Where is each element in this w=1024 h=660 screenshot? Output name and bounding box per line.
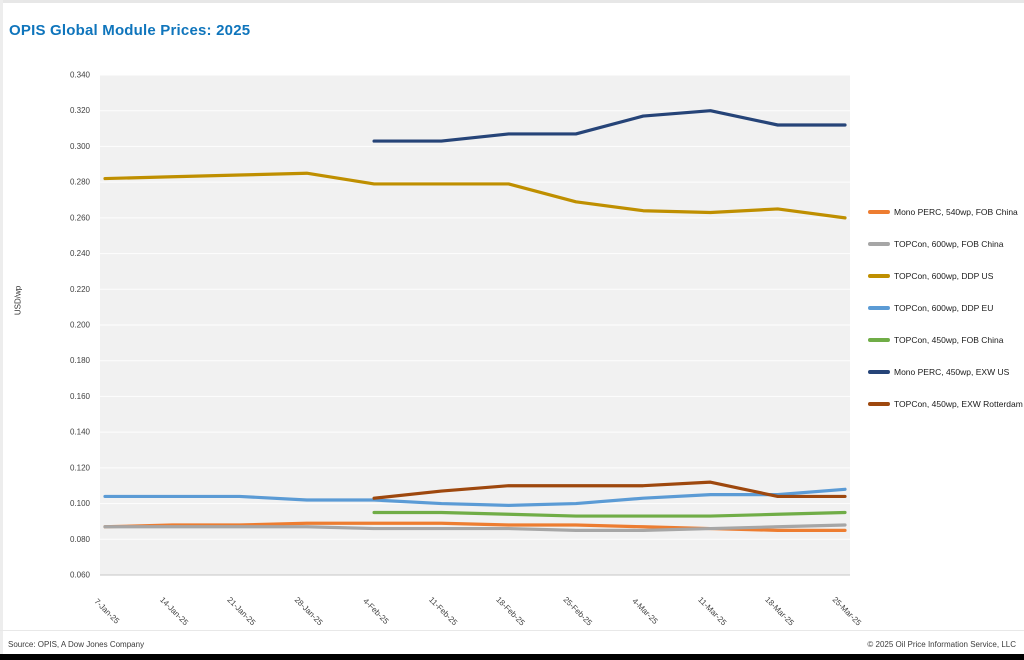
y-tick-label: 0.340	[70, 71, 91, 80]
y-tick-label: 0.240	[70, 249, 91, 258]
series-line-topcon-600wp-ddp-us	[103, 171, 847, 220]
x-tick-label: 4-Mar-25	[630, 597, 660, 627]
legend-item-topcon-600wp-ddp-eu: TOPCon, 600wp, DDP EU	[868, 292, 1023, 324]
legend-swatch-icon	[868, 242, 890, 246]
legend-label: Mono PERC, 450wp, EXW US	[894, 367, 1010, 377]
y-tick-label: 0.200	[70, 321, 91, 330]
x-tick-label: 14-Jan-25	[158, 595, 190, 627]
legend-item-mono-perc-450wp-exw-us: Mono PERC, 450wp, EXW US	[868, 356, 1023, 388]
legend-label: TOPCon, 600wp, DDP EU	[894, 303, 994, 313]
legend-item-mono-perc-540wp-fob-china: Mono PERC, 540wp, FOB China	[868, 196, 1023, 228]
y-tick-label: 0.260	[70, 213, 91, 222]
chart-legend: Mono PERC, 540wp, FOB China TOPCon, 600wp…	[868, 196, 1023, 420]
bottom-bar	[0, 654, 1024, 660]
y-tick-label: 0.120	[70, 463, 91, 472]
y-tick-label: 0.180	[70, 356, 91, 365]
legend-item-topcon-450wp-exw-rotterdam: TOPCon, 450wp, EXW Rotterdam	[868, 388, 1023, 420]
y-tick-label: 0.300	[70, 142, 91, 151]
y-tick-label: 0.060	[70, 571, 91, 580]
y-tick-label: 0.100	[70, 499, 91, 508]
x-tick-label: 18-Mar-25	[763, 595, 796, 628]
legend-item-topcon-600wp-ddp-us: TOPCon, 600wp, DDP US	[868, 260, 1023, 292]
series-line-topcon-450wp-fob-china	[372, 510, 847, 518]
legend-item-topcon-450wp-fob-china: TOPCon, 450wp, FOB China	[868, 324, 1023, 356]
legend-label: TOPCon, 600wp, FOB China	[894, 239, 1004, 249]
series-line-topcon-600wp-ddp-eu	[103, 487, 847, 507]
legend-swatch-icon	[868, 210, 890, 214]
x-tick-label: 11-Mar-25	[696, 595, 728, 627]
series-line-mono-perc-450wp-exw-us	[372, 109, 847, 143]
window-top-edge	[0, 0, 1024, 3]
legend-swatch-icon	[868, 402, 890, 406]
legend-item-topcon-600wp-fob-china: TOPCon, 600wp, FOB China	[868, 228, 1023, 260]
legend-label: TOPCon, 450wp, FOB China	[894, 335, 1004, 345]
footer-copyright: © 2025 Oil Price Information Service, LL…	[867, 640, 1016, 649]
footer-separator	[0, 630, 1024, 631]
legend-label: TOPCon, 600wp, DDP US	[894, 271, 994, 281]
x-tick-label: 21-Jan-25	[225, 595, 257, 627]
x-tick-label: 25-Mar-25	[831, 595, 864, 628]
y-tick-label: 0.160	[70, 392, 91, 401]
series-line-topcon-600wp-fob-china	[103, 523, 847, 532]
x-tick-label: 18-Feb-25	[494, 595, 527, 628]
chart-title: OPIS Global Module Prices: 2025	[9, 22, 251, 39]
y-tick-label: 0.220	[70, 285, 91, 294]
y-tick-label: 0.080	[70, 535, 91, 544]
y-tick-label: 0.140	[70, 428, 91, 437]
y-tick-label: 0.320	[70, 106, 91, 115]
legend-swatch-icon	[868, 370, 890, 374]
series-line-topcon-450wp-exw-rotterdam	[372, 480, 847, 500]
x-tick-label: 11-Feb-25	[427, 595, 459, 627]
legend-label: Mono PERC, 540wp, FOB China	[894, 207, 1018, 217]
footer-source: Source: OPIS, A Dow Jones Company	[8, 640, 145, 649]
legend-swatch-icon	[868, 306, 890, 310]
y-tick-label: 0.280	[70, 178, 91, 187]
window-left-edge	[0, 0, 3, 654]
legend-label: TOPCon, 450wp, EXW Rotterdam	[894, 399, 1023, 409]
x-tick-label: 25-Feb-25	[561, 595, 594, 628]
legend-swatch-icon	[868, 274, 890, 278]
x-tick-label: 7-Jan-25	[92, 597, 121, 626]
legend-swatch-icon	[868, 338, 890, 342]
x-tick-label: 28-Jan-25	[293, 595, 325, 627]
x-tick-label: 4-Feb-25	[361, 597, 391, 627]
